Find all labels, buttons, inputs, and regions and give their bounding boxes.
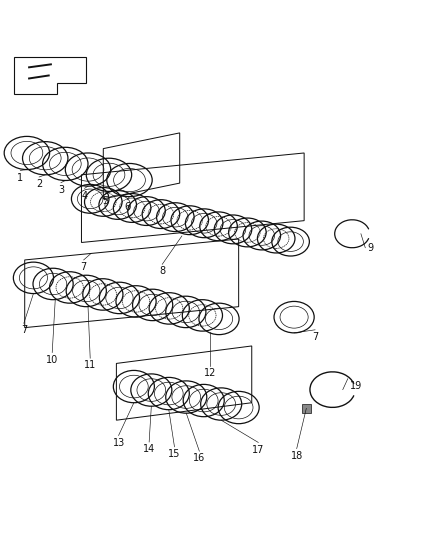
Text: 18: 18 [290,451,303,461]
Text: 3: 3 [58,185,64,195]
Text: 4: 4 [81,190,88,200]
FancyBboxPatch shape [302,404,311,413]
Text: 2: 2 [36,179,42,189]
Text: 12: 12 [204,368,216,378]
Text: 11: 11 [84,360,96,370]
Text: 6: 6 [124,202,131,212]
Text: 7: 7 [21,326,27,335]
Text: 15: 15 [168,449,180,459]
Text: 19: 19 [350,381,362,391]
Text: 1: 1 [17,173,23,183]
Text: 17: 17 [252,445,265,455]
Text: 8: 8 [159,266,165,277]
Text: 13: 13 [113,438,125,448]
Text: 9: 9 [367,243,374,253]
Text: 10: 10 [46,354,58,365]
Text: 14: 14 [143,444,155,454]
Text: 7: 7 [81,262,87,272]
Text: 16: 16 [193,454,205,463]
Text: 5: 5 [102,196,109,206]
Text: 7: 7 [312,332,318,342]
